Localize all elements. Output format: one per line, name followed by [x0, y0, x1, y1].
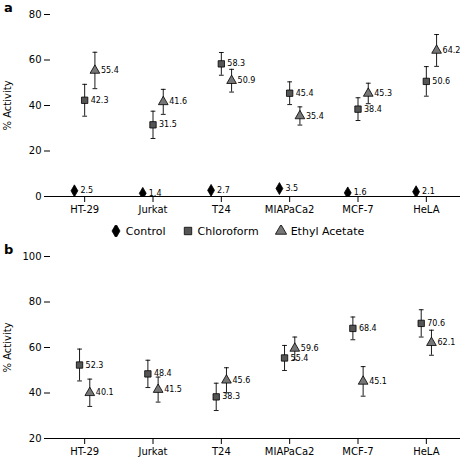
svg-text:2.5: 2.5	[80, 186, 93, 195]
svg-text:31.5: 31.5	[159, 120, 177, 129]
svg-text:38.4: 38.4	[364, 105, 382, 114]
svg-text:20: 20	[29, 433, 42, 444]
svg-text:68.4: 68.4	[359, 324, 377, 333]
svg-text:38.3: 38.3	[222, 392, 240, 401]
svg-text:70.6: 70.6	[427, 319, 445, 328]
svg-text:T24: T24	[211, 446, 231, 457]
svg-text:HeLA: HeLA	[413, 204, 439, 215]
svg-text:80: 80	[29, 296, 42, 307]
svg-text:MCF-7: MCF-7	[342, 204, 373, 215]
svg-text:55.4: 55.4	[291, 354, 309, 363]
svg-text:50.6: 50.6	[432, 77, 450, 86]
svg-text:52.3: 52.3	[86, 361, 104, 370]
svg-text:2.1: 2.1	[422, 187, 435, 196]
svg-text:20: 20	[29, 145, 42, 156]
svg-text:41.6: 41.6	[169, 97, 187, 106]
svg-text:Jurkat: Jurkat	[137, 204, 167, 215]
svg-text:60: 60	[29, 54, 42, 65]
svg-text:45.3: 45.3	[374, 89, 392, 98]
svg-text:% Activity: % Activity	[2, 322, 13, 372]
svg-text:0: 0	[35, 191, 41, 202]
svg-text:50.9: 50.9	[238, 76, 256, 85]
svg-text:HT-29: HT-29	[70, 204, 99, 215]
svg-text:64.2: 64.2	[443, 46, 461, 55]
svg-text:MCF-7: MCF-7	[342, 446, 373, 457]
svg-text:T24: T24	[211, 204, 231, 215]
svg-text:45.6: 45.6	[232, 376, 250, 385]
svg-text:HT-29: HT-29	[70, 446, 99, 457]
svg-text:1.6: 1.6	[354, 188, 367, 197]
svg-text:80: 80	[29, 9, 42, 20]
svg-text:MIAPaCa2: MIAPaCa2	[265, 446, 315, 457]
svg-text:55.4: 55.4	[101, 66, 119, 75]
html-text:Control: Control	[125, 224, 166, 238]
svg-text:60: 60	[29, 342, 42, 353]
svg-text:62.1: 62.1	[437, 338, 455, 347]
html-text:Chloroform: Chloroform	[197, 224, 259, 238]
svg-text:48.4: 48.4	[154, 369, 172, 378]
svg-text:100: 100	[22, 251, 41, 262]
svg-text:2.7: 2.7	[217, 186, 230, 195]
html-text:Ethyl Acetate: Ethyl Acetate	[290, 224, 365, 238]
svg-text:% Activity: % Activity	[2, 80, 13, 130]
svg-text:42.3: 42.3	[91, 96, 109, 105]
svg-text:MIAPaCa2: MIAPaCa2	[265, 204, 315, 215]
svg-text:3.5: 3.5	[285, 184, 298, 193]
svg-text:40: 40	[29, 100, 42, 111]
svg-text:Jurkat: Jurkat	[137, 446, 167, 457]
svg-text:59.6: 59.6	[301, 344, 319, 353]
svg-text:35.4: 35.4	[306, 112, 324, 121]
svg-text:58.3: 58.3	[227, 59, 245, 68]
svg-text:1.4: 1.4	[149, 189, 162, 198]
html-text:b: b	[4, 242, 14, 257]
svg-text:40: 40	[29, 387, 42, 398]
svg-text:40.1: 40.1	[96, 388, 114, 397]
svg-text:HeLA: HeLA	[413, 446, 439, 457]
svg-text:45.1: 45.1	[369, 377, 387, 386]
html-text:a: a	[4, 0, 13, 15]
svg-text:45.4: 45.4	[296, 89, 314, 98]
svg-text:41.5: 41.5	[164, 385, 182, 394]
